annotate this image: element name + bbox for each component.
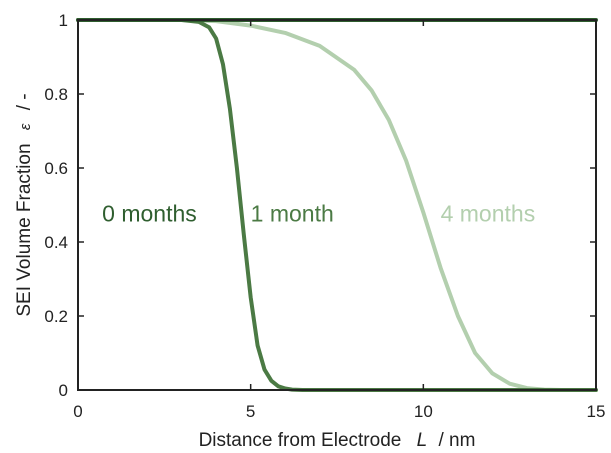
series-line-4-months: [76, 18, 598, 392]
x-axis-label-prefix: Distance from Electrode: [199, 430, 402, 451]
series-label-4-months: 4 months: [441, 201, 536, 227]
y-tick-label: 0.2: [44, 307, 68, 326]
y-axis-label: SEI Volume Fraction ε / -: [14, 93, 35, 316]
y-axis-label-unit: / -: [14, 93, 35, 110]
plot-frame: [77, 19, 597, 391]
y-axis-label-symbol: ε: [17, 123, 34, 130]
y-tick-label: 1: [59, 11, 68, 30]
x-tick-label: 0: [73, 402, 82, 421]
axis-ticks: 0 5 10 15 0 0.2 0.4 0.6 0.8 1: [44, 11, 605, 421]
y-tick-label: 0.6: [44, 159, 68, 178]
y-tick-label: 0.8: [44, 85, 68, 104]
x-tick-label: 10: [414, 402, 433, 421]
y-tick-label: 0.4: [44, 233, 68, 252]
x-axis-label-unit: / nm: [438, 430, 475, 451]
series-label-1-month: 1 month: [251, 201, 334, 227]
x-tick-label: 15: [587, 402, 606, 421]
x-tick-label: 5: [246, 402, 255, 421]
x-axis-label-symbol: L: [417, 430, 428, 451]
series-label-0-months: 0 months: [102, 201, 197, 227]
y-axis-label-prefix: SEI Volume Fraction: [14, 143, 35, 316]
series-labels: 0 months 1 month 4 months: [102, 201, 535, 227]
x-axis-label: Distance from Electrode L / nm: [199, 430, 476, 451]
y-tick-label: 0: [59, 381, 68, 400]
